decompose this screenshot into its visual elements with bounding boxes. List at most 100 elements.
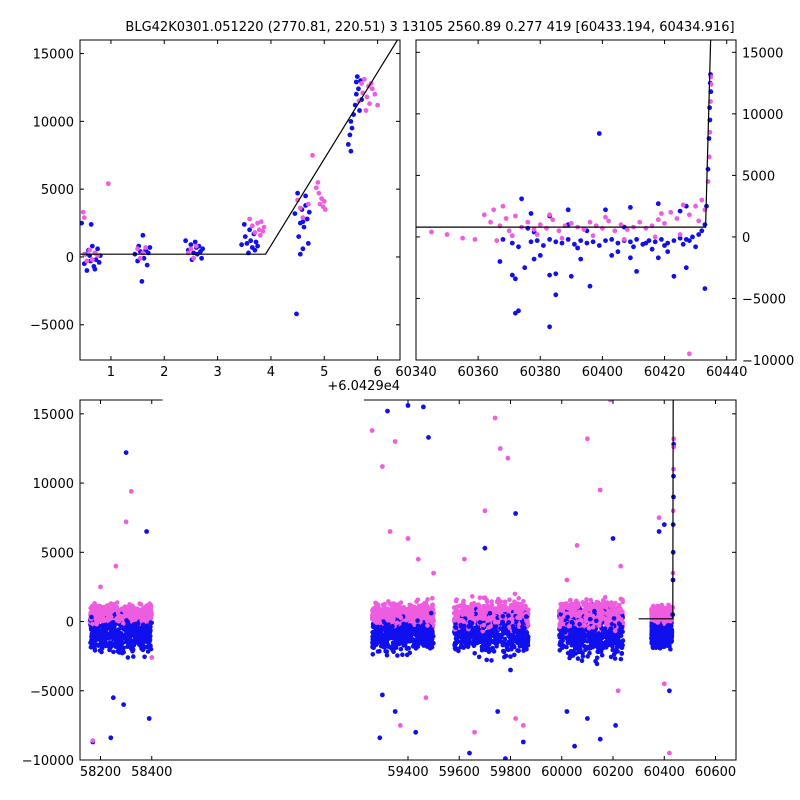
data-point-pink bbox=[590, 624, 596, 630]
data-point-blue bbox=[662, 243, 667, 248]
data-point-pink bbox=[123, 519, 129, 525]
data-point-blue bbox=[615, 249, 621, 255]
data-point-blue bbox=[135, 621, 140, 627]
data-point-pink bbox=[87, 247, 92, 253]
data-point-blue bbox=[372, 643, 377, 648]
x-tick-label: 60360 bbox=[457, 365, 498, 380]
data-point-blue bbox=[96, 260, 102, 265]
data-point-pink bbox=[506, 624, 512, 630]
x-tick-label: 60420 bbox=[644, 365, 685, 380]
data-point-blue bbox=[141, 255, 147, 261]
data-point-pink bbox=[188, 246, 194, 252]
data-point-blue bbox=[384, 649, 390, 654]
data-point-pink bbox=[417, 613, 422, 619]
data-point-blue bbox=[139, 279, 145, 284]
data-point-blue bbox=[84, 268, 90, 273]
data-point-blue bbox=[702, 286, 708, 291]
data-point-pink bbox=[484, 599, 490, 605]
data-point-pink bbox=[405, 536, 411, 541]
data-point-blue bbox=[516, 648, 521, 654]
data-point-pink bbox=[389, 603, 394, 608]
data-point-blue bbox=[127, 638, 132, 644]
data-point-blue bbox=[114, 640, 120, 645]
axes-frame bbox=[79, 39, 401, 361]
model-line bbox=[80, 40, 399, 255]
data-point-pink bbox=[80, 209, 86, 215]
data-point-blue bbox=[101, 633, 107, 639]
data-point-blue bbox=[466, 624, 472, 629]
data-point-pink bbox=[550, 217, 556, 223]
y-tick-label: −5000 bbox=[30, 319, 74, 334]
data-point-blue bbox=[370, 634, 375, 639]
data-point-blue bbox=[605, 641, 611, 647]
data-point-pink bbox=[513, 213, 518, 219]
data-point-blue bbox=[395, 632, 400, 638]
data-point-pink bbox=[612, 228, 618, 234]
data-point-blue bbox=[398, 646, 404, 652]
data-point-blue bbox=[671, 238, 677, 244]
data-point-blue bbox=[657, 645, 663, 651]
data-point-blue bbox=[501, 649, 507, 655]
data-point-blue bbox=[144, 262, 150, 268]
data-point-pink bbox=[321, 199, 327, 204]
data-point-pink bbox=[460, 612, 465, 618]
data-point-blue bbox=[110, 620, 116, 625]
data-point-pink bbox=[603, 214, 608, 220]
data-point-blue bbox=[124, 618, 129, 623]
data-point-pink bbox=[662, 221, 667, 226]
data-point-blue bbox=[557, 633, 563, 638]
data-point-blue bbox=[506, 613, 511, 618]
data-point-pink bbox=[98, 613, 103, 618]
data-point-blue bbox=[410, 644, 416, 649]
data-point-pink bbox=[521, 599, 526, 604]
data-point-blue bbox=[115, 648, 120, 654]
data-point-pink bbox=[513, 716, 518, 721]
data-point-pink bbox=[115, 611, 121, 616]
data-point-blue bbox=[107, 641, 113, 647]
data-point-blue bbox=[515, 640, 520, 645]
data-point-blue bbox=[668, 623, 674, 629]
data-point-pink bbox=[509, 603, 515, 608]
data-point-blue bbox=[416, 629, 421, 634]
data-point-pink bbox=[537, 222, 543, 228]
data-point-blue bbox=[569, 641, 574, 647]
data-point-blue bbox=[584, 240, 590, 246]
data-point-blue bbox=[705, 166, 711, 172]
data-point-pink bbox=[512, 591, 518, 597]
data-point-pink bbox=[374, 601, 379, 606]
data-point-blue bbox=[459, 643, 464, 648]
x-tick-label: 5 bbox=[320, 365, 328, 380]
data-point-blue bbox=[649, 246, 655, 252]
data-point-pink bbox=[424, 608, 430, 614]
data-point-pink bbox=[586, 625, 592, 631]
data-point-pink bbox=[369, 428, 375, 433]
data-point-pink bbox=[668, 209, 674, 215]
data-point-pink bbox=[486, 625, 492, 630]
data-point-blue bbox=[147, 245, 153, 250]
data-point-blue bbox=[520, 739, 526, 745]
data-point-pink bbox=[559, 608, 565, 613]
data-point-blue bbox=[525, 639, 531, 645]
data-point-pink bbox=[596, 603, 602, 608]
data-point-pink bbox=[421, 614, 427, 620]
x-tick-label: 58400 bbox=[131, 765, 172, 780]
y-tick-label: 15000 bbox=[33, 408, 74, 423]
data-point-blue bbox=[483, 647, 489, 653]
data-point-blue bbox=[380, 692, 385, 698]
data-point-pink bbox=[249, 223, 255, 229]
data-point-pink bbox=[559, 235, 565, 241]
data-point-blue bbox=[683, 265, 689, 271]
data-point-pink bbox=[123, 614, 129, 619]
data-point-blue bbox=[88, 627, 94, 632]
data-point-blue bbox=[702, 222, 708, 228]
data-point-blue bbox=[301, 224, 307, 230]
data-point-pink bbox=[257, 232, 263, 238]
data-point-pink bbox=[569, 613, 574, 619]
data-point-pink bbox=[393, 612, 398, 617]
data-point-blue bbox=[656, 529, 662, 534]
data-point-pink bbox=[494, 238, 500, 244]
data-point-pink bbox=[505, 608, 510, 613]
data-point-blue bbox=[248, 238, 254, 244]
data-point-blue bbox=[649, 621, 655, 627]
data-point-blue bbox=[634, 269, 639, 274]
